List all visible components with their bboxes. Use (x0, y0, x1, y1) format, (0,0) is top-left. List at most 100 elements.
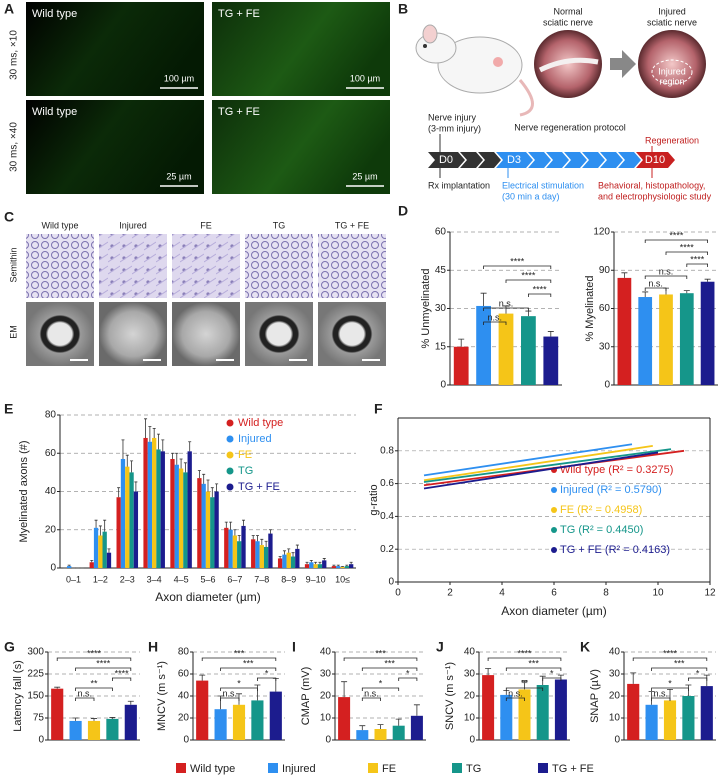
y-axis-label: SNAP (µV) (589, 669, 601, 723)
y-tick-label: 40 (178, 691, 190, 702)
micrograph (245, 302, 313, 366)
error-bar (156, 433, 160, 450)
fit-line (423, 451, 659, 490)
y-tick-label: 80 (178, 647, 190, 658)
y-tick-label: 30 (464, 669, 476, 680)
bar (627, 683, 640, 740)
bar (178, 468, 184, 568)
significance-label: n.s. (659, 266, 674, 276)
error-bar (287, 548, 291, 553)
x-tick-label: 12 (704, 588, 716, 599)
legend-marker (551, 487, 557, 493)
error-bar (282, 550, 286, 555)
bar (498, 313, 514, 385)
error-bar (179, 458, 183, 469)
bar (205, 491, 211, 568)
bar (106, 552, 112, 568)
error-bar (291, 552, 295, 557)
caption: and electrophysiologic study (598, 191, 712, 201)
significance-bracket (220, 687, 258, 691)
y-tick-label: 80 (45, 410, 57, 421)
significance-bracket (651, 697, 671, 701)
significance-bracket (688, 677, 708, 681)
legend-marker (551, 507, 557, 513)
day-label: D0 (439, 154, 453, 166)
error-bar (90, 559, 94, 563)
error-bar (336, 564, 340, 567)
y-tick-label: 60 (45, 448, 57, 459)
y-tick-label: 30 (435, 303, 447, 314)
caption: Normal (553, 6, 582, 16)
bar (147, 441, 153, 568)
bar (116, 497, 121, 568)
significance-bracket (75, 697, 95, 701)
error-bar (202, 473, 206, 484)
y-axis-label: g-ratio (368, 484, 380, 515)
bar (237, 541, 242, 568)
significance-bracket (651, 687, 689, 691)
bar (518, 689, 531, 740)
bar (374, 729, 387, 740)
image-label: TG + FE (218, 106, 260, 118)
y-tick-label: 0.6 (380, 478, 394, 489)
error-bar (630, 672, 637, 684)
scale-label: 100 µm (350, 73, 380, 83)
significance-label: n.s. (78, 688, 93, 698)
significance-label: n.s. (499, 298, 514, 308)
x-axis-label: Axon diameter (µm) (155, 590, 261, 604)
panel-label: J (436, 639, 444, 655)
legend-label: TG (R² = 0.4450) (560, 524, 643, 536)
significance-label: **** (680, 242, 695, 252)
x-axis-label: Axon diameter (µm) (501, 604, 607, 618)
legend-swatch (452, 763, 462, 773)
error-bar (458, 338, 465, 347)
y-tick-label: 40 (320, 647, 332, 658)
bar (277, 558, 283, 568)
y-tick-label: 20 (464, 691, 476, 702)
x-tick-label: 2 (447, 588, 453, 599)
bar (210, 497, 215, 568)
significance-label: ** (521, 678, 529, 688)
bar (340, 567, 345, 568)
nerve-photo (534, 30, 602, 98)
significance-label: *** (674, 658, 685, 668)
micrograph (26, 302, 94, 366)
bar (331, 566, 337, 568)
bar (51, 688, 64, 740)
bar (290, 556, 296, 568)
y-tick-label: 0 (325, 735, 331, 746)
significance-bracket (644, 275, 688, 279)
error-bar (109, 717, 116, 719)
significance-label: **** (669, 230, 684, 240)
error-bar (341, 681, 348, 698)
y-tick-label: 30 (320, 669, 332, 680)
scale-bars (160, 87, 384, 187)
error-bar (480, 292, 487, 306)
y-tick-label: 60 (178, 669, 190, 680)
scale-label: 25 µm (352, 171, 377, 181)
significance-label: *** (243, 658, 254, 668)
caption: sciatic nerve (647, 17, 697, 27)
error-bar (144, 418, 148, 438)
bar (543, 336, 559, 385)
micrograph (212, 2, 390, 96)
error-bar (621, 272, 628, 278)
legend-swatch (268, 763, 278, 773)
timeline (428, 134, 675, 178)
micrograph-grid: Wild type Injured FE TG TG + FE (26, 220, 386, 366)
y-tick-label: 0 (388, 577, 394, 588)
error-bar (107, 548, 111, 553)
x-tick-label: 8 (603, 588, 609, 599)
caption: region (659, 76, 684, 86)
error-bar (199, 674, 206, 681)
panel-label: I (292, 639, 296, 655)
bar (143, 437, 148, 568)
bar (682, 696, 695, 740)
static-layer: A B C D E F G H I J K 30 ms, ×10 30 ms, … (4, 1, 712, 775)
bar (214, 709, 227, 740)
significance-label: *** (528, 658, 539, 668)
significance-label: * (237, 678, 241, 688)
error-bar (103, 519, 107, 532)
bar (232, 535, 238, 568)
